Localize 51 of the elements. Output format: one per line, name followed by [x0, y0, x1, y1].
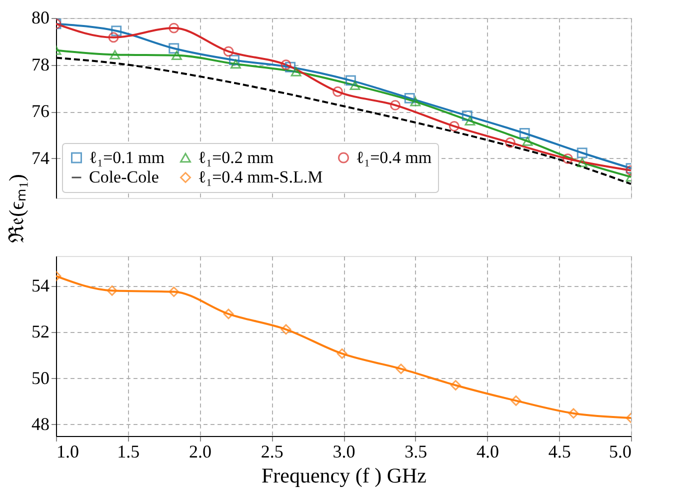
- point: [229, 54, 240, 66]
- point: [462, 110, 472, 121]
- point: [576, 148, 588, 158]
- y-tick-label: 54: [32, 276, 50, 296]
- x-tick-label: 3.0: [332, 442, 356, 462]
- legend-label: Cole-Cole: [89, 168, 159, 186]
- legend-label: ℓ₁=0.4 mm: [356, 148, 432, 167]
- point: [448, 121, 460, 132]
- point: [285, 62, 296, 72]
- y-tick-label: 74: [32, 148, 50, 168]
- point: [172, 50, 182, 60]
- point: [345, 75, 356, 86]
- legend-label: ℓ₁=0.1 mm: [89, 148, 165, 167]
- y-axis-title: ℜ𝔢(ϵₘ₁): [4, 174, 28, 243]
- y-tick-label: 50: [32, 368, 50, 388]
- point: [111, 26, 122, 36]
- x-tick-label: 5.0: [609, 442, 632, 462]
- x-tick-label: 4.5: [548, 442, 571, 462]
- x-tick-label: 3.5: [404, 442, 428, 462]
- y-tick-label: 48: [32, 414, 50, 434]
- point: [108, 32, 119, 43]
- x-tick-label: 1.5: [117, 442, 140, 462]
- point: [390, 100, 400, 110]
- point: [404, 92, 415, 104]
- y-tick-label: 80: [32, 8, 50, 28]
- legend-label: ℓ₁=0.2 mm: [198, 148, 274, 167]
- point: [332, 86, 343, 97]
- y-tick-label: 78: [32, 54, 50, 74]
- point: [280, 60, 292, 70]
- point: [230, 59, 241, 69]
- point: [562, 154, 573, 164]
- y-tick-label: 52: [32, 322, 50, 342]
- x-axis-title: Frequency (f ) GHz: [261, 464, 427, 488]
- point: [576, 158, 588, 168]
- x-tick-label: 1.0: [56, 442, 79, 462]
- point: [290, 67, 302, 76]
- x-tick-label: 4.0: [476, 442, 499, 462]
- legend-label: ℓ₁=0.4 mm-S.L.M: [198, 168, 323, 186]
- point: [350, 80, 360, 90]
- point: [168, 22, 180, 34]
- point: [110, 50, 120, 60]
- point: [522, 136, 533, 146]
- point: [519, 128, 530, 138]
- point: [464, 116, 476, 126]
- point: [223, 46, 234, 57]
- point: [505, 137, 516, 148]
- y-tick-label: 76: [32, 101, 50, 122]
- point: [168, 43, 180, 54]
- x-tick-label: 2.5: [260, 442, 284, 462]
- x-tick-label: 2.0: [189, 442, 212, 462]
- point: [410, 97, 421, 106]
